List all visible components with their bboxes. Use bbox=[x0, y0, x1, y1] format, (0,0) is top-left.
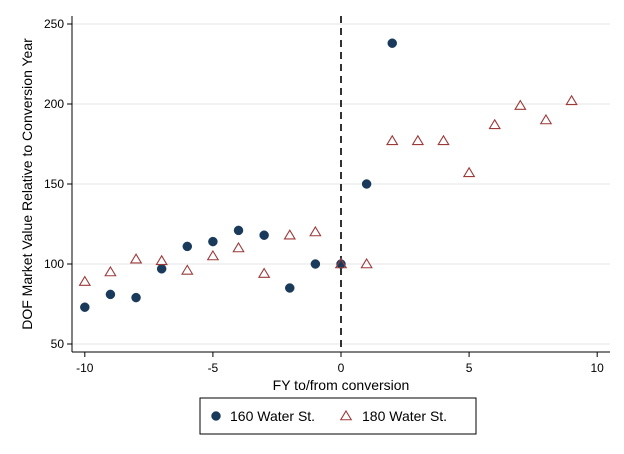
x-tick-label: 0 bbox=[338, 361, 345, 375]
point-180-water-st bbox=[206, 249, 220, 261]
point-180-water-st bbox=[514, 99, 527, 110]
legend: 160 Water St. 180 Water St. bbox=[199, 397, 477, 435]
point-180-water-st bbox=[386, 134, 399, 146]
point-180-water-st bbox=[488, 118, 501, 130]
legend-box bbox=[199, 397, 477, 435]
legend-label-160-water-st: 160 Water St. bbox=[230, 408, 315, 424]
point-160-water-st bbox=[80, 302, 90, 312]
point-180-water-st bbox=[462, 166, 476, 178]
y-tick-label: 100 bbox=[44, 257, 64, 271]
point-180-water-st bbox=[283, 229, 296, 240]
y-axis-title: DOF Market Value Relative to Conversion … bbox=[19, 38, 35, 330]
point-180-water-st bbox=[437, 134, 450, 146]
point-180-water-st bbox=[565, 94, 578, 106]
point-180-water-st bbox=[309, 225, 322, 237]
point-160-water-st bbox=[259, 230, 269, 240]
point-180-water-st bbox=[104, 265, 117, 277]
point-160-water-st bbox=[387, 38, 397, 48]
point-180-water-st bbox=[78, 275, 92, 286]
y-tick-label: 250 bbox=[44, 17, 64, 31]
point-160-water-st bbox=[131, 292, 141, 303]
point-180-water-st bbox=[232, 241, 245, 253]
legend-marker-160-water-st bbox=[211, 411, 221, 421]
point-160-water-st bbox=[156, 264, 167, 274]
point-160-water-st bbox=[233, 225, 244, 236]
axes: 50 100 150 200 250 -10 -5 0 5 10 bbox=[44, 16, 610, 375]
legend-label-180-water-st: 180 Water St. bbox=[362, 408, 447, 424]
x-tick-label: 10 bbox=[591, 361, 605, 375]
point-180-water-st bbox=[129, 253, 143, 264]
x-tick-label: -10 bbox=[76, 361, 94, 375]
point-180-water-st bbox=[539, 113, 553, 125]
point-180-water-st bbox=[360, 257, 373, 269]
point-180-water-st bbox=[181, 264, 194, 275]
data-points bbox=[78, 38, 578, 312]
point-180-water-st bbox=[411, 134, 425, 146]
x-tick-label: 5 bbox=[466, 361, 473, 375]
point-160-water-st bbox=[105, 289, 116, 300]
point-160-water-st bbox=[361, 179, 372, 189]
point-180-water-st bbox=[155, 254, 168, 266]
y-tick-label: 200 bbox=[44, 97, 64, 111]
point-160-water-st bbox=[208, 236, 218, 247]
y-tick-label: 150 bbox=[44, 177, 64, 191]
point-180-water-st bbox=[334, 257, 348, 269]
point-160-water-st bbox=[182, 241, 193, 252]
point-180-water-st bbox=[257, 267, 271, 278]
x-tick-label: -5 bbox=[208, 361, 219, 375]
legend-marker-180-water-st bbox=[339, 409, 353, 421]
y-tick-label: 50 bbox=[51, 337, 65, 351]
point-160-water-st bbox=[310, 259, 321, 269]
x-axis-title: FY to/from conversion bbox=[273, 377, 410, 393]
point-160-water-st bbox=[285, 283, 295, 293]
